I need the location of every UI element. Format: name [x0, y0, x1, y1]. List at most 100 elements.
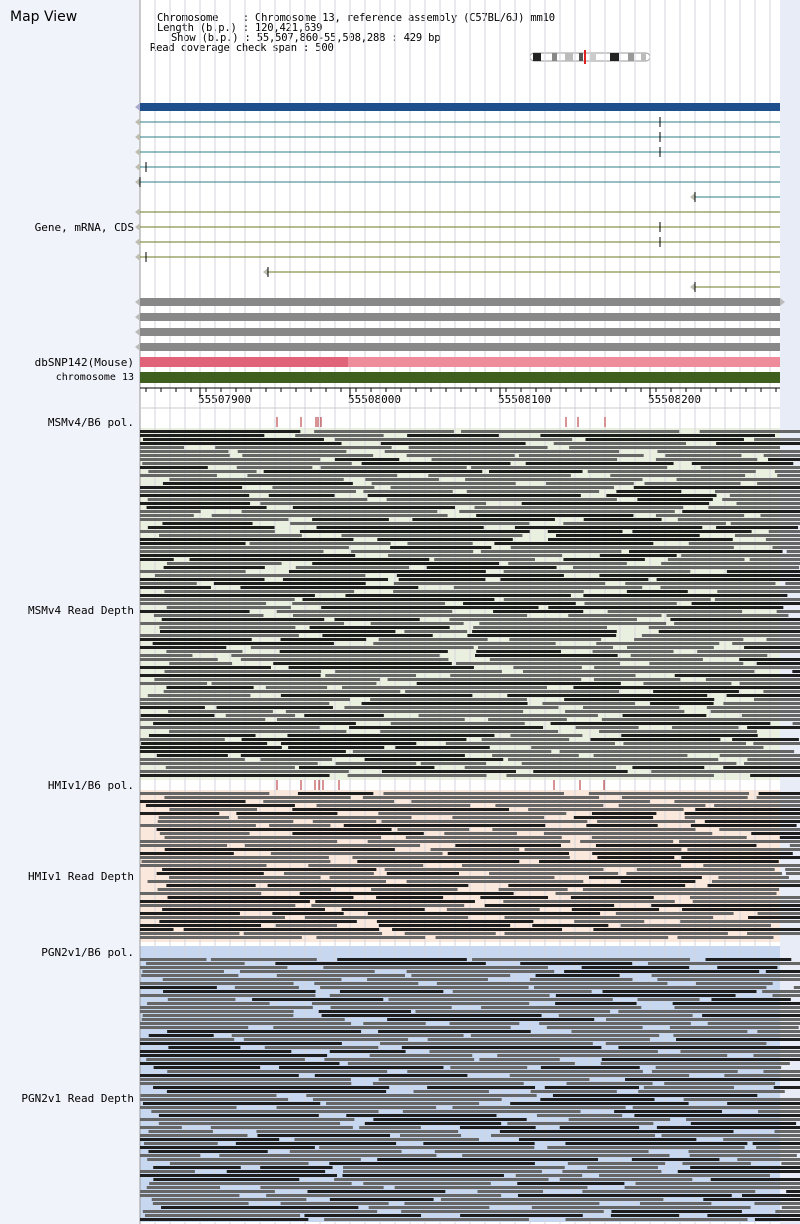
- read-bar: [459, 1126, 536, 1129]
- read-bar: [774, 470, 800, 473]
- read-bar: [164, 590, 355, 593]
- read-bar: [555, 1002, 637, 1005]
- read-bar: [754, 1218, 800, 1221]
- read-bar: [503, 598, 711, 601]
- read-bar: [140, 578, 265, 581]
- read-bar: [509, 1074, 690, 1077]
- read-bar: [494, 542, 654, 545]
- read-bar: [249, 542, 391, 545]
- read-bar: [573, 816, 654, 819]
- read-bar: [618, 804, 706, 807]
- read-bar: [453, 586, 643, 589]
- read-bar: [495, 804, 604, 807]
- read-bar: [276, 1106, 437, 1109]
- read-bar: [707, 884, 800, 887]
- read-bar: [362, 796, 600, 799]
- read-bar: [679, 840, 800, 843]
- read-bar: [466, 490, 600, 493]
- read-bar: [141, 974, 239, 977]
- read-bar: [753, 698, 800, 701]
- read-bar: [147, 1158, 361, 1161]
- read-bar: [592, 650, 674, 653]
- read-bar: [651, 770, 800, 773]
- read-bar: [370, 622, 464, 625]
- read-bar: [319, 1146, 535, 1149]
- read-bar: [237, 816, 412, 819]
- read-bar: [352, 750, 552, 753]
- read-bar: [674, 800, 800, 803]
- read-bar: [276, 610, 453, 613]
- gene-bar: [140, 103, 780, 111]
- read-bar: [257, 1134, 391, 1137]
- read-bar: [649, 662, 744, 665]
- read-bar: [388, 998, 613, 1001]
- read-bar: [292, 614, 528, 617]
- read-bar: [140, 1146, 315, 1149]
- read-bar: [140, 904, 296, 907]
- read-bar: [661, 1134, 800, 1137]
- read-bar: [624, 1186, 800, 1189]
- read-bar: [292, 506, 455, 509]
- read-bar: [684, 816, 800, 819]
- read-bar: [753, 742, 800, 745]
- read-bar: [592, 852, 793, 855]
- read-bar: [275, 962, 486, 965]
- read-bar: [470, 1034, 660, 1037]
- read-bar: [161, 1206, 359, 1209]
- read-bar: [335, 670, 502, 673]
- read-bar: [632, 766, 705, 769]
- read-bar: [463, 602, 576, 605]
- read-bar: [686, 1118, 800, 1121]
- read-bar: [140, 706, 205, 709]
- read-bar: [316, 804, 471, 807]
- read-bar: [297, 792, 374, 795]
- read-bar: [211, 514, 448, 517]
- read-bar: [596, 642, 720, 645]
- read-bar: [312, 562, 500, 565]
- read-bar: [401, 1046, 602, 1049]
- read-bar: [140, 674, 321, 677]
- read-bar: [412, 518, 555, 521]
- read-bar: [140, 610, 250, 613]
- read-bar: [781, 1206, 800, 1209]
- read-bar: [364, 758, 504, 761]
- read-bar: [167, 1070, 388, 1073]
- read-bar: [322, 634, 433, 637]
- read-bar: [237, 450, 347, 453]
- read-bar: [321, 1014, 542, 1017]
- read-bar: [756, 796, 800, 799]
- read-bar: [240, 754, 465, 757]
- read-bar: [531, 746, 764, 749]
- read-bar: [280, 1202, 389, 1205]
- arrow-icon: [135, 133, 140, 141]
- read-bar: [153, 1066, 261, 1069]
- read-bar: [434, 558, 535, 561]
- read-bar: [635, 1182, 800, 1185]
- read-bar: [141, 1018, 345, 1021]
- chromosome-value: Chromosome 13, reference assembly (C57BL…: [254, 12, 555, 24]
- axis-tick-label: 55508100: [498, 393, 551, 406]
- read-bar: [321, 606, 539, 609]
- read-bar: [140, 550, 324, 553]
- read-bar: [711, 998, 791, 1001]
- read-bar: [329, 1162, 535, 1165]
- read-bar: [351, 550, 474, 553]
- read-bar: [565, 710, 685, 713]
- read-bar: [508, 562, 627, 565]
- arrow-icon: [135, 313, 140, 321]
- read-bar: [140, 774, 330, 777]
- read-bar: [140, 1134, 248, 1137]
- read-bar: [785, 872, 800, 875]
- read-bar: [140, 658, 218, 661]
- read-bar: [574, 920, 645, 923]
- read-bar: [763, 690, 800, 693]
- read-bar: [250, 646, 474, 649]
- read-bar: [670, 618, 800, 621]
- read-bar: [292, 832, 424, 835]
- read-bar: [334, 438, 573, 441]
- read-bar: [691, 462, 794, 465]
- read-bar: [378, 812, 567, 815]
- read-bar: [269, 824, 331, 827]
- read-bar: [650, 702, 714, 705]
